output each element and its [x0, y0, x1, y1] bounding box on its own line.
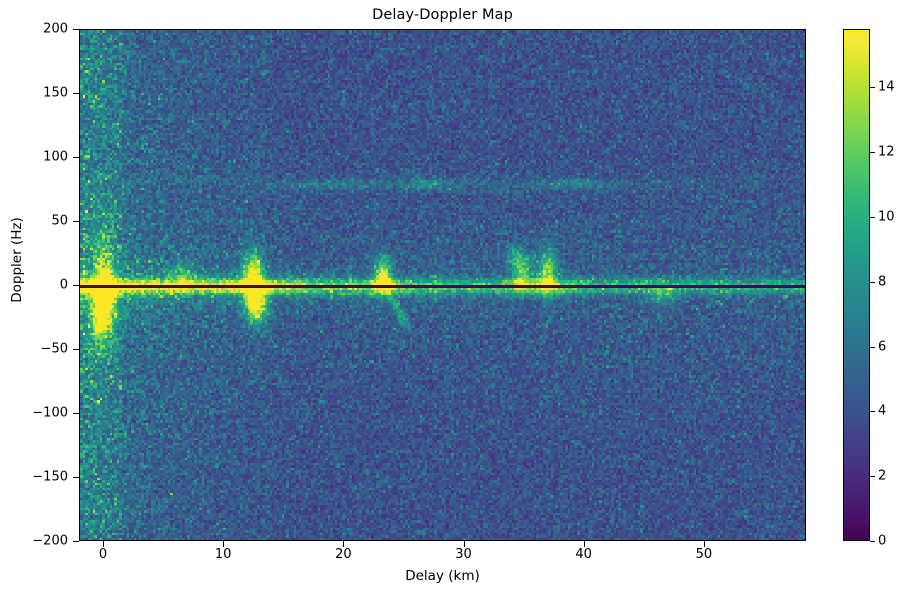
y-tick-mark [72, 541, 79, 543]
colorbar-tick-label: 4 [878, 403, 887, 419]
x-tick-label: 10 [214, 547, 232, 562]
y-tick-label: 50 [51, 213, 68, 229]
heatmap-image [80, 30, 805, 540]
y-tick-mark [72, 285, 79, 287]
x-tick-label: 50 [695, 547, 713, 562]
colorbar-tick-label: 14 [878, 79, 895, 95]
y-tick-mark [72, 157, 79, 159]
colorbar-tick-label: 0 [878, 533, 887, 549]
x-tick-mark [583, 541, 585, 547]
colorbar-tick-label: 6 [878, 339, 887, 355]
y-tick-label: −200 [32, 533, 68, 549]
colorbar-tick-mark [870, 281, 875, 283]
y-tick-mark [72, 93, 79, 95]
y-tick-mark [72, 349, 79, 351]
x-tick-mark [703, 541, 705, 547]
y-tick-label: 150 [43, 85, 68, 101]
y-tick-label: 100 [43, 149, 68, 165]
colorbar-tick-mark [870, 346, 875, 348]
x-tick-label: 0 [98, 547, 108, 562]
colorbar-tick-mark [870, 87, 875, 89]
x-tick-mark [223, 541, 225, 547]
x-tick-label: 40 [575, 547, 592, 562]
colorbar-tick-mark [870, 216, 875, 219]
heatmap-plot-area [79, 29, 806, 541]
y-tick-label: −100 [32, 405, 68, 421]
x-tick-mark [103, 541, 105, 547]
x-tick-mark [343, 541, 345, 547]
y-axis-tick-labels: −200 −150 −100 −50 0 50 100 150 200 [0, 0, 68, 590]
x-tick-mark [463, 541, 465, 547]
x-tick-label: 20 [335, 547, 352, 562]
y-tick-mark [72, 413, 79, 415]
y-tick-mark [72, 221, 79, 223]
colorbar-tick-mark [870, 541, 875, 543]
y-tick-mark [72, 29, 79, 31]
colorbar-tick-mark [870, 476, 875, 478]
colorbar-tick-label: 8 [878, 274, 887, 290]
y-tick-mark [72, 477, 79, 479]
y-axis-label: Doppler (Hz) [9, 217, 25, 303]
colorbar-tick-label: 12 [878, 144, 895, 160]
colorbar-tick-mark [870, 411, 875, 413]
y-tick-label: 0 [59, 277, 68, 293]
colorbar-tick-mark [870, 152, 875, 154]
colorbar-tick-label: 10 [878, 209, 895, 225]
y-tick-label: −50 [40, 341, 68, 357]
colorbar-tick-label: 2 [878, 468, 887, 484]
y-tick-label: 200 [43, 21, 68, 37]
y-tick-label: −150 [32, 469, 68, 485]
x-tick-label: 30 [455, 547, 472, 562]
page-title: Delay-Doppler Map [372, 7, 513, 23]
x-axis-label: Delay (km) [405, 568, 480, 584]
colorbar-gradient [844, 30, 869, 540]
colorbar [843, 29, 870, 541]
